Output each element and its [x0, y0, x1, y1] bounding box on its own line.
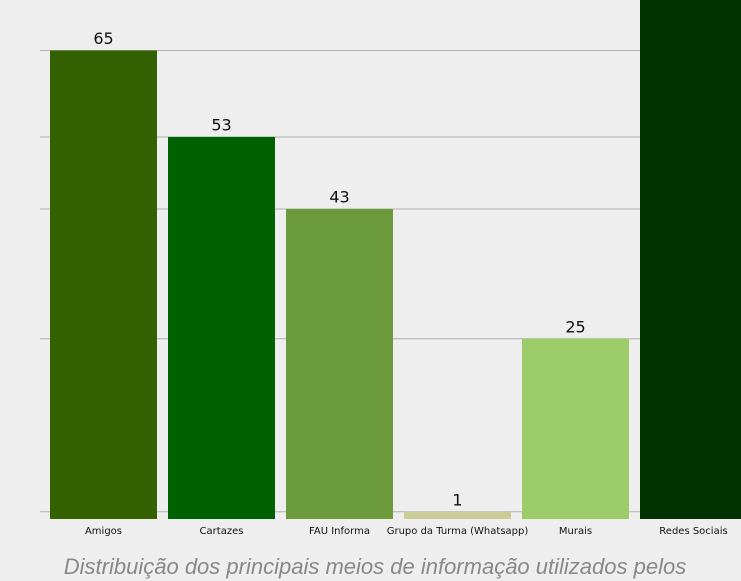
value-label: 1 [452, 490, 462, 509]
x-tick-label: Grupo da Turma (Whatsapp) [387, 526, 529, 537]
x-tick-label: Redes Sociais [659, 526, 727, 537]
bar [168, 136, 275, 520]
chart-title: Distribuição dos principais meios de inf… [64, 554, 686, 579]
x-tick-label: Cartazes [200, 526, 244, 537]
bar [522, 338, 629, 519]
x-tick-label: FAU Informa [309, 526, 370, 537]
bar [640, 0, 741, 520]
value-label: 43 [329, 188, 349, 207]
bar [50, 50, 157, 519]
x-tick-label: Amigos [85, 526, 122, 537]
value-label: 65 [93, 29, 113, 48]
bar [286, 209, 393, 519]
marks: 65 Amigos 53 Cartazes 43 FAU Informa 1 Grupo da… [50, 0, 741, 537]
bar [404, 511, 511, 519]
value-label: 25 [565, 317, 585, 336]
value-label: 53 [211, 115, 231, 134]
x-tick-label: Murais [559, 526, 592, 537]
